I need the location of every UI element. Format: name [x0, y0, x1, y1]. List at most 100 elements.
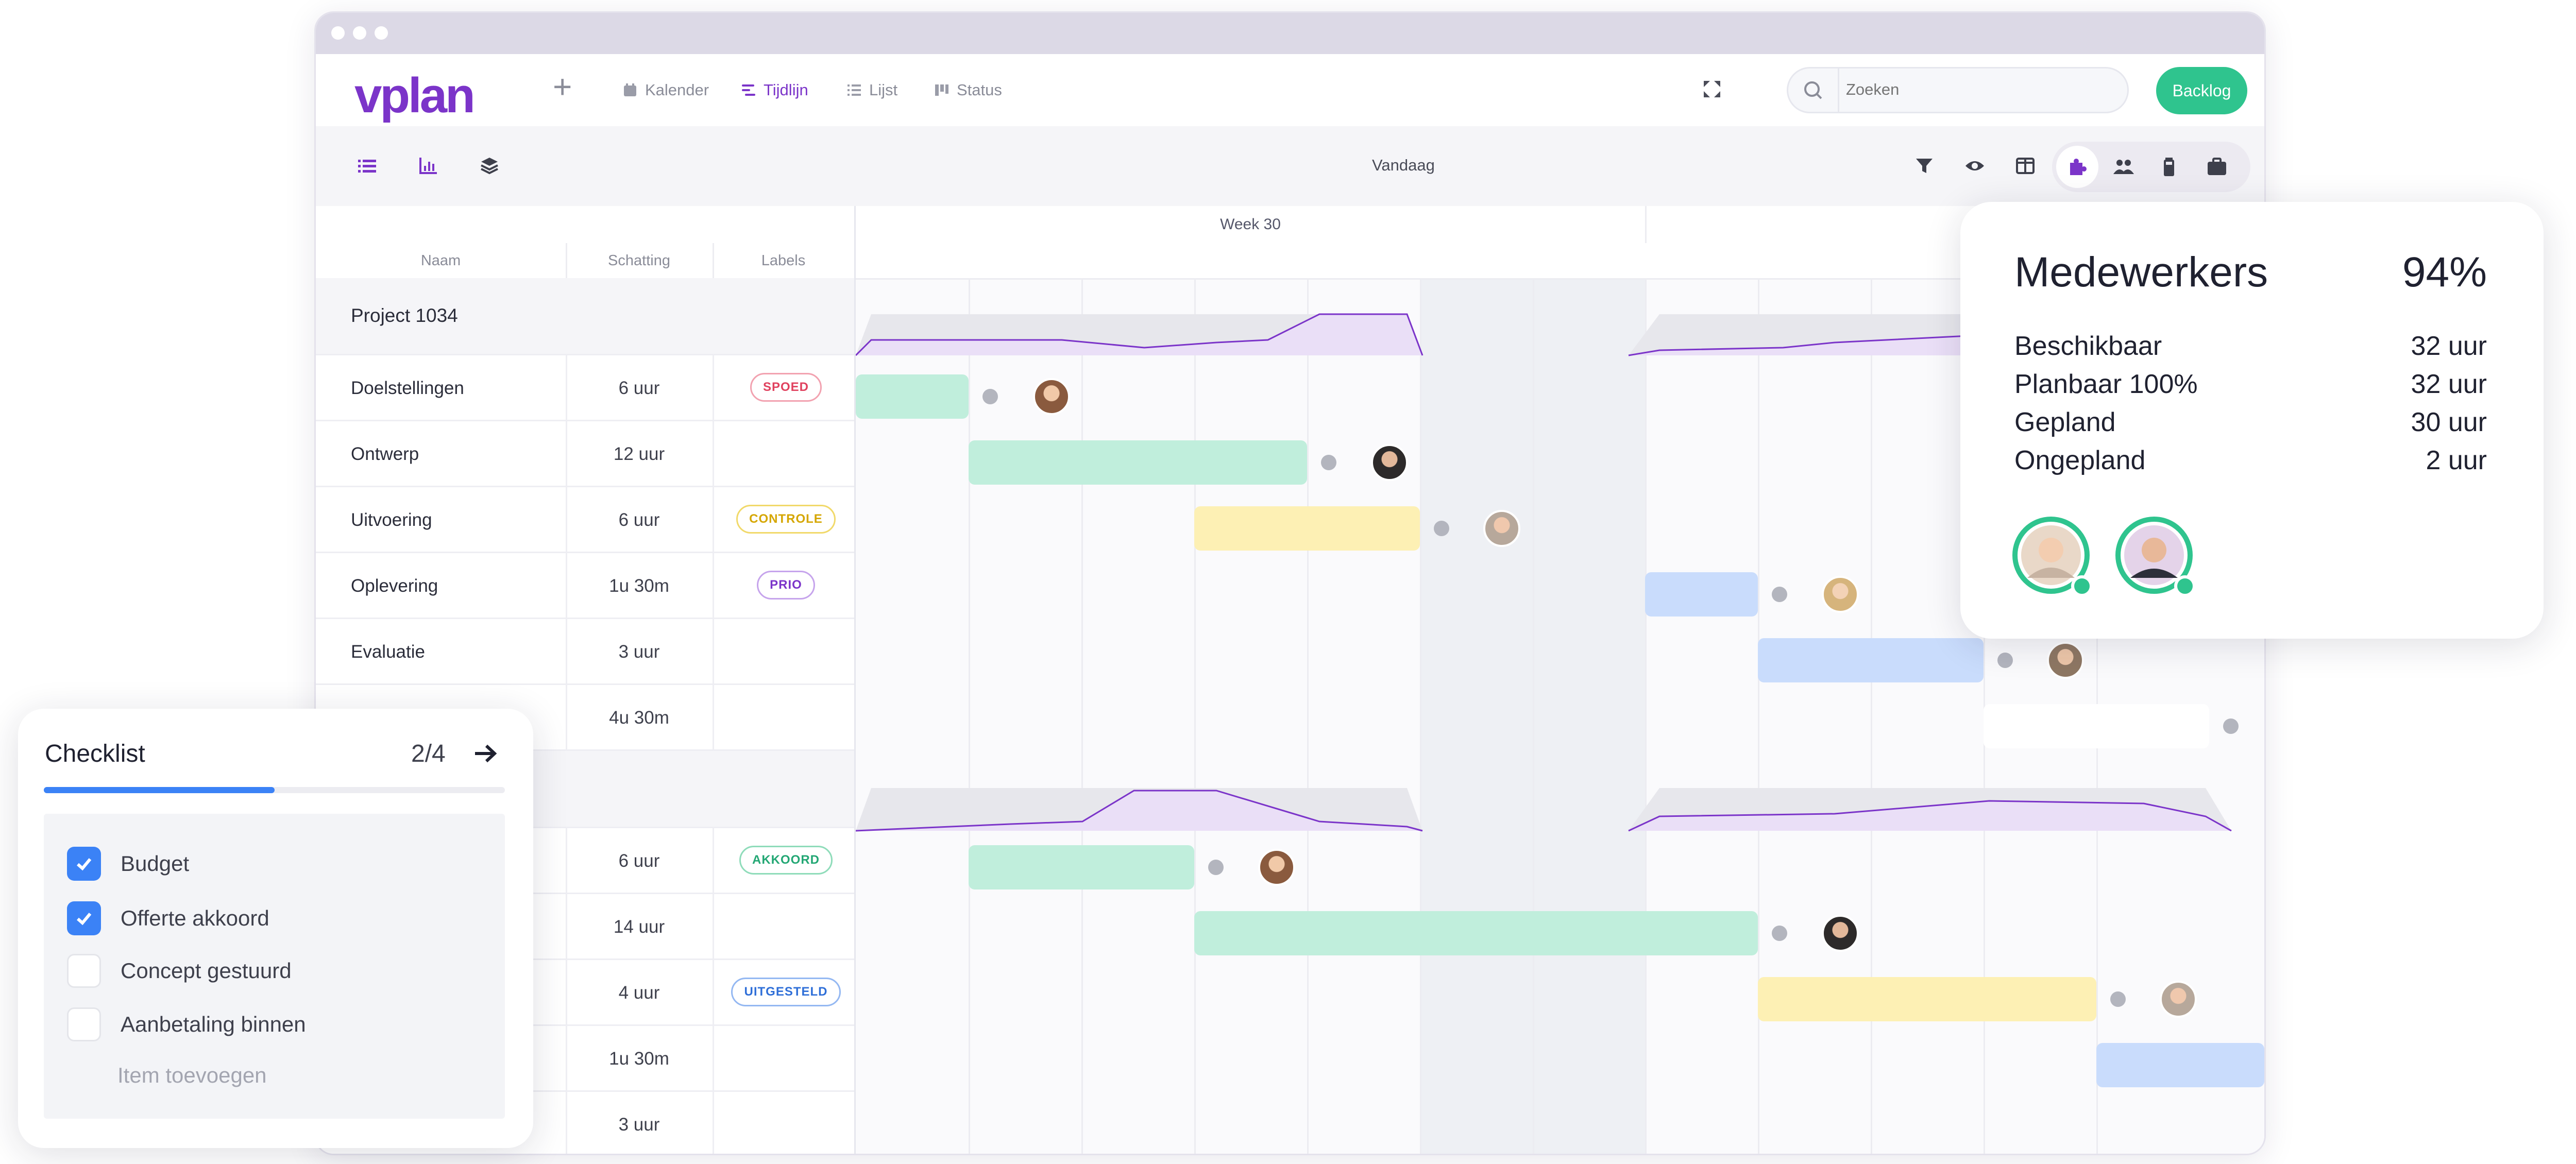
table-row[interactable]: 3 uur	[316, 1092, 854, 1154]
task-name: Evaluatie	[351, 642, 425, 662]
table-row[interactable]: 1u 30m	[316, 1026, 854, 1092]
checklist-item-label: Aanbetaling binnen	[121, 1012, 306, 1036]
table-row[interactable]: Doelstellingen 6 uur SPOED	[316, 355, 854, 421]
day-column	[2096, 206, 2098, 1154]
table-header: Naam Schatting Labels	[316, 243, 854, 280]
avatar[interactable]	[1822, 915, 1859, 952]
avatar[interactable]	[1371, 444, 1408, 481]
checklist-item[interactable]: Aanbetaling binnen	[67, 1007, 306, 1041]
task-estimate: 12 uur	[613, 444, 665, 464]
nav-tijdlijn[interactable]: Tijdlijn	[741, 54, 808, 126]
arrow-right-icon[interactable]	[473, 741, 499, 766]
list-view-icon[interactable]	[356, 155, 379, 177]
column-header-labels[interactable]: Labels	[761, 252, 806, 269]
checklist-item-label: Concept gestuurd	[121, 958, 292, 983]
task-bar[interactable]	[969, 845, 1194, 889]
checkbox-empty-icon[interactable]	[67, 1007, 101, 1041]
label-badge[interactable]: SPOED	[750, 373, 822, 402]
task-bar[interactable]	[1758, 977, 2096, 1021]
task-estimate: 4u 30m	[609, 708, 669, 728]
table-row[interactable]: Oplevering 1u 30m PRIO	[316, 553, 854, 619]
checkbox-checked-icon[interactable]	[67, 847, 101, 881]
window-dot[interactable]	[331, 26, 345, 40]
nav-kalender[interactable]: Kalender	[622, 54, 709, 126]
chart-icon[interactable]	[417, 155, 440, 177]
task-bar[interactable]	[1758, 638, 1984, 682]
table-row[interactable]: 4 uur UITGESTELD	[316, 960, 854, 1026]
label-badge[interactable]: PRIO	[757, 571, 815, 600]
avatar[interactable]	[1483, 510, 1520, 547]
task-bar[interactable]	[1984, 704, 2209, 748]
stat-label: Gepland	[2014, 407, 2116, 437]
checklist-item[interactable]: Budget	[67, 847, 189, 881]
day-column	[1194, 206, 1196, 1154]
avatar[interactable]	[1033, 378, 1070, 415]
label-badge[interactable]: UITGESTELD	[731, 978, 841, 1006]
task-estimate: 6 uur	[618, 378, 660, 398]
status-dot	[982, 389, 998, 404]
app-header: vplan + Kalender Tijdlijn Lijst Status	[316, 54, 2264, 126]
table-row[interactable]: 4u 30m	[316, 685, 854, 751]
backlog-button[interactable]: Backlog	[2156, 67, 2247, 114]
nav-status[interactable]: Status	[934, 54, 1002, 126]
task-bar[interactable]	[1645, 572, 1758, 617]
table-spacer	[316, 206, 854, 245]
checklist-item[interactable]: Offerte akkoord	[67, 901, 269, 935]
puzzle-icon[interactable]	[2066, 156, 2089, 178]
search-input[interactable]	[1845, 78, 2115, 101]
today-button[interactable]: Vandaag	[1372, 156, 1435, 174]
week-label: Week 30	[856, 206, 1647, 243]
table-row[interactable]: Ontwerp 12 uur	[316, 421, 854, 487]
window-dot[interactable]	[375, 26, 388, 40]
users-icon[interactable]	[2112, 156, 2135, 178]
add-item-input[interactable]: Item toevoegen	[117, 1063, 267, 1087]
table-row[interactable]: 6 uur AKKOORD	[316, 828, 854, 894]
task-bar[interactable]	[2096, 1043, 2264, 1087]
employee-avatar[interactable]	[2012, 516, 2094, 598]
status-dot	[1208, 860, 1224, 875]
column-header-name[interactable]: Naam	[316, 243, 567, 278]
checklist-item-label: Budget	[121, 851, 190, 876]
nav-lijst[interactable]: Lijst	[846, 54, 897, 126]
battery-icon[interactable]	[2158, 156, 2180, 178]
eye-icon[interactable]	[1963, 155, 1986, 177]
nav-label: Tijdlijn	[764, 81, 808, 99]
task-estimate: 6 uur	[618, 510, 660, 530]
task-bar[interactable]	[856, 374, 969, 419]
task-bar[interactable]	[969, 440, 1307, 485]
task-bar[interactable]	[1194, 911, 1758, 955]
list-icon	[846, 82, 862, 98]
search-box[interactable]	[1787, 67, 2129, 113]
columns-icon[interactable]	[2014, 155, 2037, 177]
checklist-item[interactable]: Concept gestuurd	[67, 954, 292, 988]
checkbox-checked-icon[interactable]	[67, 901, 101, 935]
table-row[interactable]: 14 uur	[316, 894, 854, 960]
task-name: Doelstellingen	[351, 378, 464, 398]
avatar[interactable]	[2160, 981, 2197, 1018]
briefcase-icon[interactable]	[2206, 156, 2228, 178]
task-estimate: 3 uur	[618, 642, 660, 662]
project-row[interactable]: Project 1034	[316, 278, 854, 355]
vplan-logo[interactable]: vplan	[354, 68, 476, 123]
column-header-estimate[interactable]: Schatting	[566, 243, 714, 278]
task-name: Oplevering	[351, 576, 438, 596]
label-badge[interactable]: CONTROLE	[736, 505, 836, 534]
project-name: Project 1034	[351, 305, 458, 326]
avatar[interactable]	[2047, 642, 2084, 679]
checklist-card: Checklist 2/4 Budget Offerte akkoord Con…	[18, 709, 533, 1148]
task-estimate: 1u 30m	[609, 576, 669, 596]
task-bar[interactable]	[1194, 506, 1420, 551]
layers-icon[interactable]	[478, 155, 501, 177]
avatar[interactable]	[1822, 576, 1859, 613]
table-row[interactable]: Evaluatie 3 uur	[316, 619, 854, 685]
employee-avatar[interactable]	[2115, 516, 2197, 598]
nav-label: Lijst	[869, 81, 898, 99]
table-row[interactable]: Uitvoering 6 uur CONTROLE	[316, 487, 854, 553]
avatar[interactable]	[1258, 849, 1295, 886]
checkbox-empty-icon[interactable]	[67, 954, 101, 988]
filter-icon[interactable]	[1913, 155, 1936, 177]
label-badge[interactable]: AKKOORD	[739, 846, 833, 875]
add-icon[interactable]: +	[553, 68, 572, 105]
expand-icon[interactable]	[1702, 79, 1722, 99]
window-dot[interactable]	[353, 26, 366, 40]
